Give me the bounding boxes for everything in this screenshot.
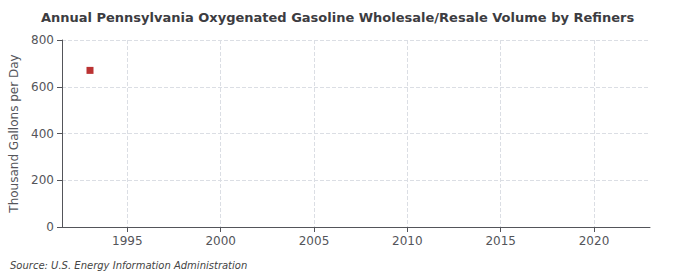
svg-text:2020: 2020 xyxy=(579,234,610,248)
svg-text:Thousand Gallons per Day: Thousand Gallons per Day xyxy=(7,54,21,213)
svg-text:2000: 2000 xyxy=(205,234,236,248)
svg-text:800: 800 xyxy=(31,33,54,47)
svg-text:400: 400 xyxy=(31,127,54,141)
svg-text:Annual Pennsylvania Oxygenated: Annual Pennsylvania Oxygenated Gasoline … xyxy=(41,10,635,25)
svg-text:Source: U.S. Energy Informatio: Source: U.S. Energy Information Administ… xyxy=(10,260,247,271)
svg-text:2005: 2005 xyxy=(299,234,330,248)
svg-text:1995: 1995 xyxy=(112,234,143,248)
svg-text:200: 200 xyxy=(31,173,54,187)
svg-text:600: 600 xyxy=(31,80,54,94)
svg-text:2015: 2015 xyxy=(485,234,516,248)
svg-text:2010: 2010 xyxy=(392,234,423,248)
svg-text:0: 0 xyxy=(46,220,54,234)
